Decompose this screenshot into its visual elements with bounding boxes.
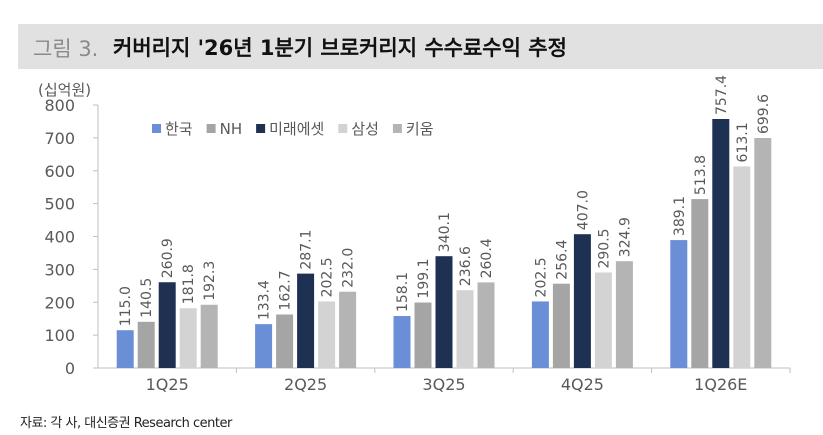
data-label: 192.3: [202, 261, 218, 301]
bar-NH-4Q25: [552, 283, 570, 368]
data-label: 260.4: [479, 238, 495, 278]
bar-키움-1Q26E: [754, 138, 772, 368]
data-label: 513.8: [693, 155, 709, 195]
x-tick-label: 2Q25: [284, 375, 327, 394]
legend-swatch-키움: [392, 124, 402, 133]
bar-삼성-2Q25: [318, 301, 336, 368]
data-label: 699.6: [756, 94, 772, 134]
chart-title: 커버리지 '26년 1분기 브로커리지 수수료수익 추정: [113, 36, 567, 60]
data-label: 115.0: [118, 286, 134, 326]
bar-키움-2Q25: [339, 291, 357, 368]
legend-label-삼성: 삼성: [351, 120, 379, 138]
data-label: 158.1: [395, 272, 411, 312]
bar-키움-4Q25: [615, 261, 633, 368]
bar-미래에셋-1Q26E: [712, 119, 730, 368]
bar-NH-1Q26E: [691, 199, 709, 368]
data-label: 232.0: [341, 248, 357, 288]
bar-삼성-3Q25: [456, 290, 474, 368]
y-tick-label: 500: [44, 195, 75, 214]
legend-swatch-NH: [206, 124, 216, 133]
bar-미래에셋-3Q25: [435, 256, 453, 368]
x-tick-label: 3Q25: [422, 375, 465, 394]
data-label: 287.1: [299, 230, 315, 270]
bar-삼성-1Q26E: [733, 166, 751, 368]
data-label: 236.6: [458, 246, 474, 286]
legend-label-한국: 한국: [165, 120, 193, 138]
legend-label-NH: NH: [220, 120, 243, 138]
bar-키움-1Q25: [200, 304, 218, 368]
title-bar: 그림 3. 커버리지 '26년 1분기 브로커리지 수수료수익 추정: [18, 24, 823, 69]
y-axis-label: (십억원): [38, 81, 91, 99]
x-tick-label: 1Q25: [146, 375, 189, 394]
legend-swatch-한국: [152, 124, 161, 133]
legend-swatch-삼성: [338, 124, 348, 133]
bar-한국-2Q25: [255, 324, 273, 368]
data-label: 202.5: [320, 257, 336, 297]
bar-한국-1Q25: [116, 330, 134, 368]
x-tick-label: 1Q26E: [694, 375, 747, 394]
data-label: 133.4: [257, 280, 273, 320]
bar-미래에셋-1Q25: [158, 282, 176, 368]
bar-미래에셋-4Q25: [573, 234, 591, 368]
data-label: 389.1: [672, 196, 688, 236]
y-tick-label: 200: [44, 293, 75, 312]
bar-미래에셋-2Q25: [297, 273, 315, 368]
source-note: 자료: 각 사, 대신증권 Research center: [20, 416, 232, 431]
y-tick-label: 100: [44, 326, 75, 345]
y-tick-label: 400: [44, 228, 75, 247]
y-tick-label: 300: [44, 260, 75, 279]
bar-키움-3Q25: [477, 282, 495, 368]
y-tick-label: 700: [44, 129, 75, 148]
data-label: 407.0: [575, 190, 591, 230]
legend-label-키움: 키움: [406, 120, 434, 138]
figure-number: 그림 3.: [33, 37, 99, 61]
bar-NH-3Q25: [414, 302, 432, 368]
data-label: 324.9: [617, 217, 633, 257]
bar-한국-4Q25: [531, 301, 549, 368]
y-tick-label: 0: [65, 359, 75, 378]
bar-NH-1Q25: [137, 321, 155, 368]
data-label: 162.7: [278, 270, 294, 310]
bar-삼성-1Q25: [179, 308, 197, 368]
legend-swatch-미래에셋: [256, 124, 266, 133]
data-label: 757.4: [714, 75, 730, 115]
data-label: 340.1: [437, 212, 453, 252]
data-label: 260.9: [160, 238, 176, 278]
data-label: 256.4: [554, 240, 570, 280]
bar-NH-2Q25: [276, 314, 294, 368]
data-label: 199.1: [416, 258, 432, 298]
x-tick-label: 4Q25: [561, 375, 604, 394]
data-label: 202.5: [533, 257, 549, 297]
bar-한국-1Q26E: [670, 240, 688, 368]
data-label: 140.5: [139, 278, 155, 318]
data-label: 290.5: [596, 228, 612, 268]
bar-삼성-4Q25: [594, 272, 612, 368]
legend-label-미래에셋: 미래에셋: [269, 120, 324, 138]
y-tick-label: 600: [44, 162, 75, 181]
bar-한국-3Q25: [393, 316, 411, 368]
y-tick-label: 800: [44, 96, 75, 115]
data-label: 181.8: [181, 264, 197, 304]
data-label: 613.1: [735, 122, 751, 162]
